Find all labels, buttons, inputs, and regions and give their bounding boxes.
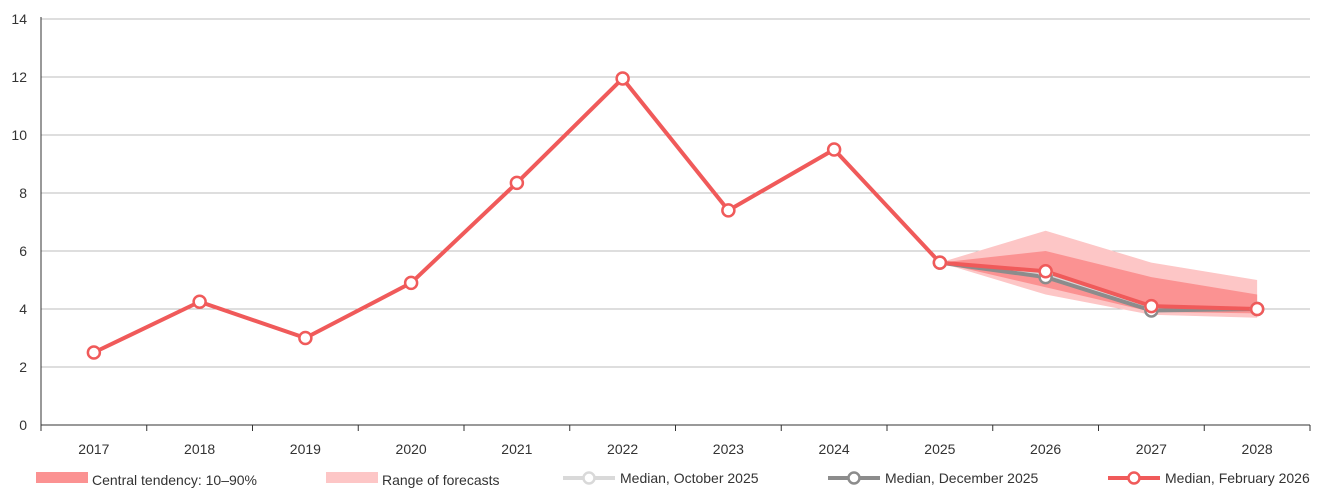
x-tick-label-2017: 2017 [78,441,109,457]
data-point-2-2024 [826,142,842,157]
x-tick-label-2021: 2021 [501,441,532,457]
data-point-2-2027 [1144,298,1159,314]
legend-swatch-central_tendency [36,472,88,483]
y-tick-label-14: 14 [11,11,27,27]
axes: 0 2 4 6 8 10 12 14 2017 2018 2019 2020 2021 2022 2023 2… [11,11,1311,457]
y-tick-label-4: 4 [19,301,27,317]
y-tick-label-2: 2 [19,359,27,375]
y-tick-label-0: 0 [19,417,27,433]
band-1 [939,251,1258,314]
y-tick-label-10: 10 [11,127,27,143]
y-tick-label-6: 6 [19,243,27,259]
legend-marker-median_oct [582,471,596,485]
x-tick-label-2026: 2026 [1030,441,1061,457]
data-point-2-2020 [403,275,419,291]
data-point-2-2026 [1038,264,1053,279]
x-tick-label-2022: 2022 [607,441,638,457]
series-points [86,71,1265,360]
x-tick-label-2019: 2019 [290,441,321,457]
legend-marker-median_feb [1127,471,1141,485]
series-lines [91,76,1260,355]
y-tick-label-8: 8 [19,185,27,201]
data-point-2-2021 [509,175,525,191]
x-tick-label-2023: 2023 [713,441,744,457]
legend-label-central_tendency: Central tendency: 10–90% [92,472,257,488]
series-line-2 [91,76,1260,355]
data-point-2-2022 [615,71,630,86]
data-point-2-2023 [721,203,736,218]
legend: Central tendency: 10–90% Range of forecas… [36,470,1310,488]
x-tick-label-2028: 2028 [1242,441,1273,457]
legend-label-median_dec: Median, December 2025 [885,470,1039,486]
x-tick-label-2018: 2018 [184,441,215,457]
x-tick-label-2025: 2025 [924,441,955,457]
legend-label-median_oct: Median, October 2025 [620,470,759,486]
gridlines [41,18,1310,368]
data-point-2-2017 [86,345,102,360]
y-tick-label-12: 12 [11,69,27,85]
x-tick-label-2024: 2024 [819,441,850,457]
x-tick-label-2027: 2027 [1136,441,1167,457]
legend-marker-median_dec [847,471,861,485]
data-point-2-2025 [932,255,948,270]
x-tick-label-2020: 2020 [396,441,427,457]
data-point-2-2019 [298,330,313,346]
data-point-2-2028 [1249,301,1265,317]
legend-label-range: Range of forecasts [382,472,500,488]
series-line-1 [937,260,1260,313]
data-point-2-2018 [192,294,207,309]
forecast-bands [939,230,1258,318]
legend-swatch-range [326,472,378,483]
legend-label-median_feb: Median, February 2026 [1165,470,1310,486]
